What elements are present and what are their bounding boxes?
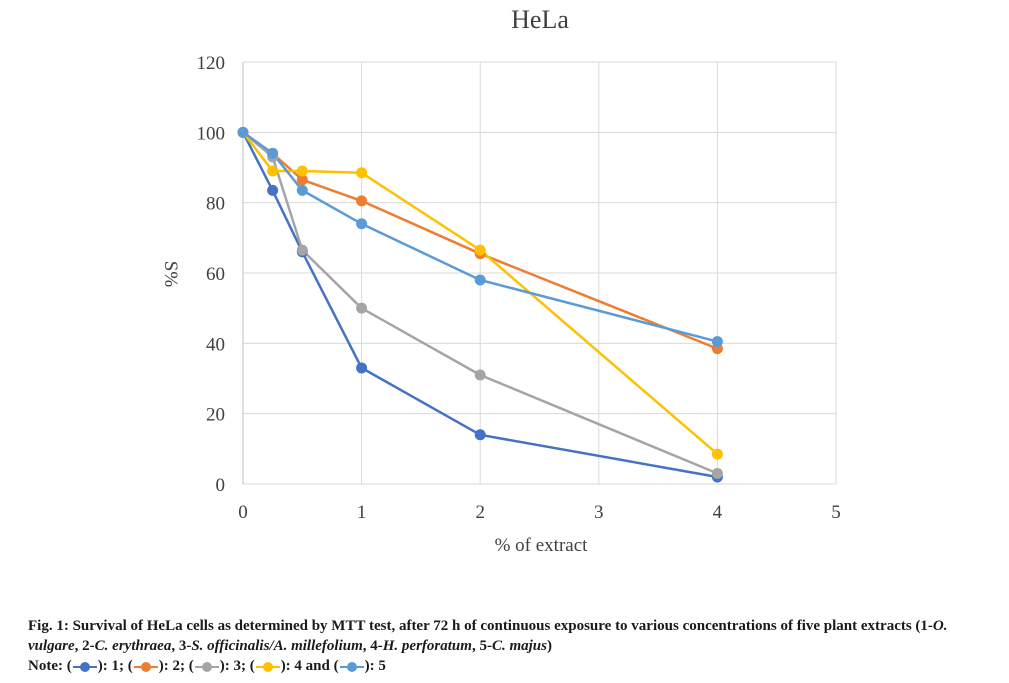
caption-line: Fig. 1: Survival of HeLa cells as determ… xyxy=(28,616,988,656)
legend-marker-5 xyxy=(339,661,365,673)
caption-sep: , 4- xyxy=(362,638,383,654)
caption-sep: , 3- xyxy=(171,638,192,654)
caption-end: ) xyxy=(546,638,552,654)
data-point-3 xyxy=(474,369,486,381)
data-point-4 xyxy=(356,167,368,179)
data-point-5 xyxy=(711,336,723,348)
data-point-3 xyxy=(356,302,368,314)
chart-title: HeLa xyxy=(511,5,569,34)
data-point-5 xyxy=(296,184,308,196)
data-point-5 xyxy=(356,218,368,230)
caption-sep: , 5- xyxy=(471,638,492,654)
series-line-4 xyxy=(242,131,719,456)
data-point-3 xyxy=(711,467,723,479)
y-tick-label: 0 xyxy=(216,475,226,496)
note-item: ): 2; ( xyxy=(158,658,194,674)
data-point-1 xyxy=(474,429,486,441)
note-item: ): 5 xyxy=(364,658,386,674)
data-point-5 xyxy=(474,274,486,286)
legend-marker-2 xyxy=(133,661,159,673)
y-tick-label: 60 xyxy=(206,264,225,285)
grid-lines xyxy=(242,61,837,485)
data-point-4 xyxy=(267,165,279,177)
y-tick-label: 80 xyxy=(206,194,225,215)
note-item: ): 4 and ( xyxy=(280,658,339,674)
note-item: ): 3; ( xyxy=(219,658,255,674)
y-tick-label: 20 xyxy=(206,405,225,426)
x-tick-label: 2 xyxy=(475,502,485,523)
caption-text: Fig. 1: Survival of HeLa cells as determ… xyxy=(28,618,933,634)
note-prefix: Note: ( xyxy=(28,658,72,674)
data-point-4 xyxy=(711,448,723,460)
x-axis-ticks: 0 1 2 3 4 5 xyxy=(238,502,841,523)
data-point-3 xyxy=(296,244,308,256)
data-point-4 xyxy=(474,244,486,256)
legend-marker-4 xyxy=(255,661,281,673)
data-point-5 xyxy=(267,147,279,159)
figure-caption: Fig. 1: Survival of HeLa cells as determ… xyxy=(28,616,988,676)
species-1: O. vulgare xyxy=(28,618,948,654)
data-point-2 xyxy=(296,174,308,186)
series-line-5 xyxy=(242,131,718,343)
caption-sep: , 2- xyxy=(74,638,95,654)
y-tick-label: 40 xyxy=(206,334,225,355)
species-3: S. officinalis/A. millefolium xyxy=(191,638,363,654)
y-axis-ticks: 0 20 40 60 80 100 120 xyxy=(197,53,226,496)
caption-note: Note: ( ): 1; ( ): 2; ( ): 3; ( ): 4 and ():… xyxy=(28,656,988,676)
line-chart: HeLa 0 20 40 60 80 100 120 0 1 2 3 4 5 % of extract… xyxy=(160,5,841,556)
species-4: H. perforatum xyxy=(382,638,472,654)
series-group xyxy=(237,126,723,483)
y-axis-label: S% xyxy=(160,261,181,288)
species-2: C. erythraea xyxy=(94,638,172,654)
data-point-1 xyxy=(356,362,368,374)
data-point-4 xyxy=(296,165,308,177)
series-line-1 xyxy=(241,131,718,479)
x-axis-label: % of extract xyxy=(495,535,589,556)
x-tick-label: 5 xyxy=(831,502,841,523)
y-tick-label: 100 xyxy=(197,123,226,144)
data-point-2 xyxy=(356,195,368,207)
note-item: ): 1; ( xyxy=(97,658,133,674)
x-tick-label: 0 xyxy=(238,502,248,523)
data-point-5 xyxy=(237,126,249,138)
x-tick-label: 1 xyxy=(357,502,367,523)
data-point-1 xyxy=(267,184,279,196)
x-tick-label: 4 xyxy=(713,502,723,523)
species-5: C. majus xyxy=(491,638,547,654)
x-tick-label: 3 xyxy=(594,502,604,523)
y-tick-label: 120 xyxy=(197,53,226,74)
legend-marker-3 xyxy=(194,661,220,673)
legend-marker-1 xyxy=(72,661,98,673)
